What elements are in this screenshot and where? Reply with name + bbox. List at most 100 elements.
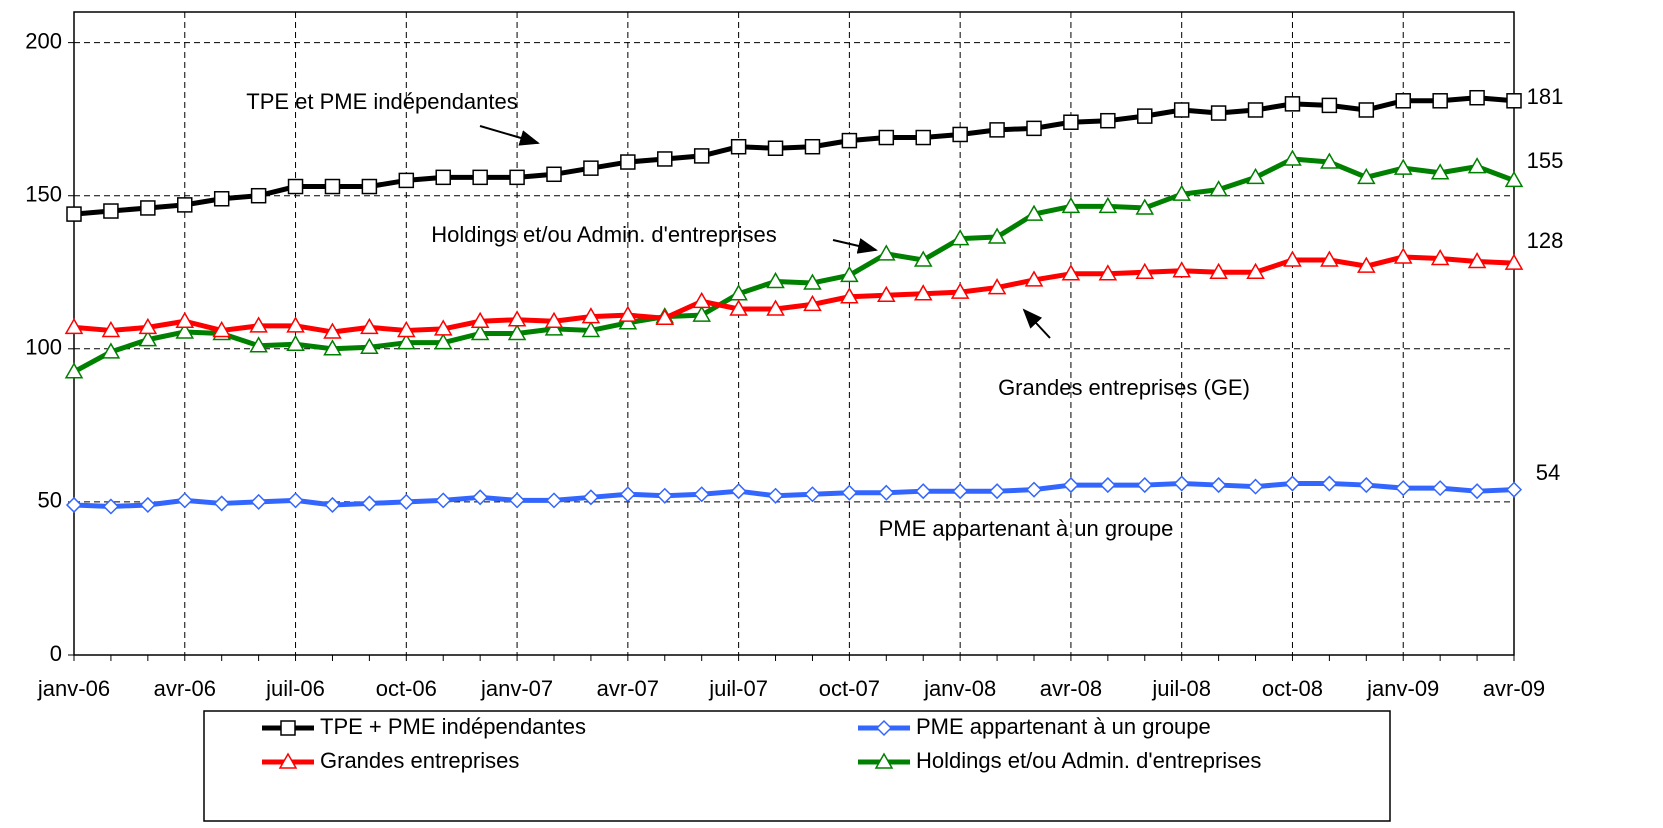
point: [1284, 475, 1301, 492]
point: [64, 362, 84, 379]
point: [545, 492, 563, 509]
point: [1393, 158, 1413, 175]
x-tick-label: avr-08: [1040, 676, 1102, 701]
point: [472, 169, 488, 186]
point: [287, 492, 304, 509]
point: [250, 187, 267, 204]
point: [323, 339, 342, 356]
point: [1284, 96, 1301, 112]
point: [324, 178, 341, 195]
point: [1320, 250, 1339, 267]
legend-box: [203, 710, 1391, 822]
point: [1135, 262, 1155, 280]
annotation-arrow: [479, 125, 540, 146]
point: [101, 342, 121, 359]
point: [841, 132, 858, 149]
point: [1469, 89, 1485, 106]
point: [287, 178, 304, 195]
point: [1025, 481, 1043, 498]
point: [1469, 483, 1486, 500]
point: [101, 320, 121, 338]
point: [470, 311, 490, 329]
point: [176, 492, 193, 509]
x-tick-label: juil-07: [708, 676, 768, 701]
point: [952, 126, 968, 143]
point: [1467, 157, 1487, 174]
point: [138, 317, 158, 335]
point: [139, 496, 156, 514]
point: [1357, 167, 1376, 185]
point: [913, 250, 933, 267]
point: [1283, 149, 1302, 166]
point: [65, 496, 83, 514]
value-label: 181: [1527, 84, 1564, 109]
point: [509, 169, 525, 186]
point: [877, 244, 896, 261]
point: [1247, 102, 1264, 118]
point: [1321, 475, 1338, 492]
point: [1061, 264, 1081, 281]
y-tick-label: 0: [50, 641, 62, 666]
point: [877, 285, 896, 302]
point: [278, 752, 298, 769]
point: [507, 310, 527, 327]
point: [286, 316, 305, 333]
point: [509, 492, 526, 509]
point: [915, 129, 931, 146]
point: [730, 483, 747, 500]
point: [397, 333, 416, 350]
point: [280, 720, 296, 736]
point: [915, 483, 932, 500]
point: [1209, 262, 1228, 280]
point: [803, 294, 822, 312]
point: [1246, 167, 1265, 185]
x-tick-label: oct-07: [819, 676, 880, 701]
point: [1062, 477, 1079, 494]
point: [175, 311, 195, 329]
point: [213, 495, 230, 512]
point: [989, 483, 1006, 500]
y-tick-label: 150: [25, 182, 62, 207]
point: [1430, 163, 1450, 180]
point: [360, 317, 379, 335]
point: [1504, 253, 1524, 270]
point: [657, 151, 673, 167]
point: [804, 486, 821, 503]
point: [619, 486, 636, 503]
point: [1395, 480, 1412, 497]
point: [66, 206, 82, 222]
point: [692, 291, 711, 309]
point: [1098, 264, 1118, 281]
point: [729, 299, 748, 316]
point: [1393, 247, 1413, 264]
point: [987, 227, 1007, 244]
point: [1024, 204, 1044, 221]
point: [177, 197, 193, 213]
point: [249, 316, 268, 333]
point: [766, 299, 785, 316]
line: [73, 254, 1515, 335]
point: [655, 308, 675, 325]
point: [1136, 477, 1153, 494]
point: [250, 493, 267, 510]
point: [1024, 270, 1044, 287]
point: [175, 322, 195, 339]
point: [803, 273, 822, 290]
point: [656, 487, 673, 504]
point: [1135, 198, 1155, 215]
point: [1061, 196, 1081, 214]
point: [546, 166, 562, 183]
point: [1506, 93, 1522, 109]
point: [1173, 475, 1190, 492]
point: [767, 140, 784, 157]
annotation-arrow: [1022, 308, 1051, 339]
point: [913, 284, 933, 301]
point: [952, 483, 969, 500]
point: [1320, 152, 1339, 169]
point: [1283, 250, 1302, 267]
point: [989, 122, 1005, 138]
legend-label: TPE + PME indépendantes: [320, 714, 586, 739]
point: [804, 138, 821, 155]
